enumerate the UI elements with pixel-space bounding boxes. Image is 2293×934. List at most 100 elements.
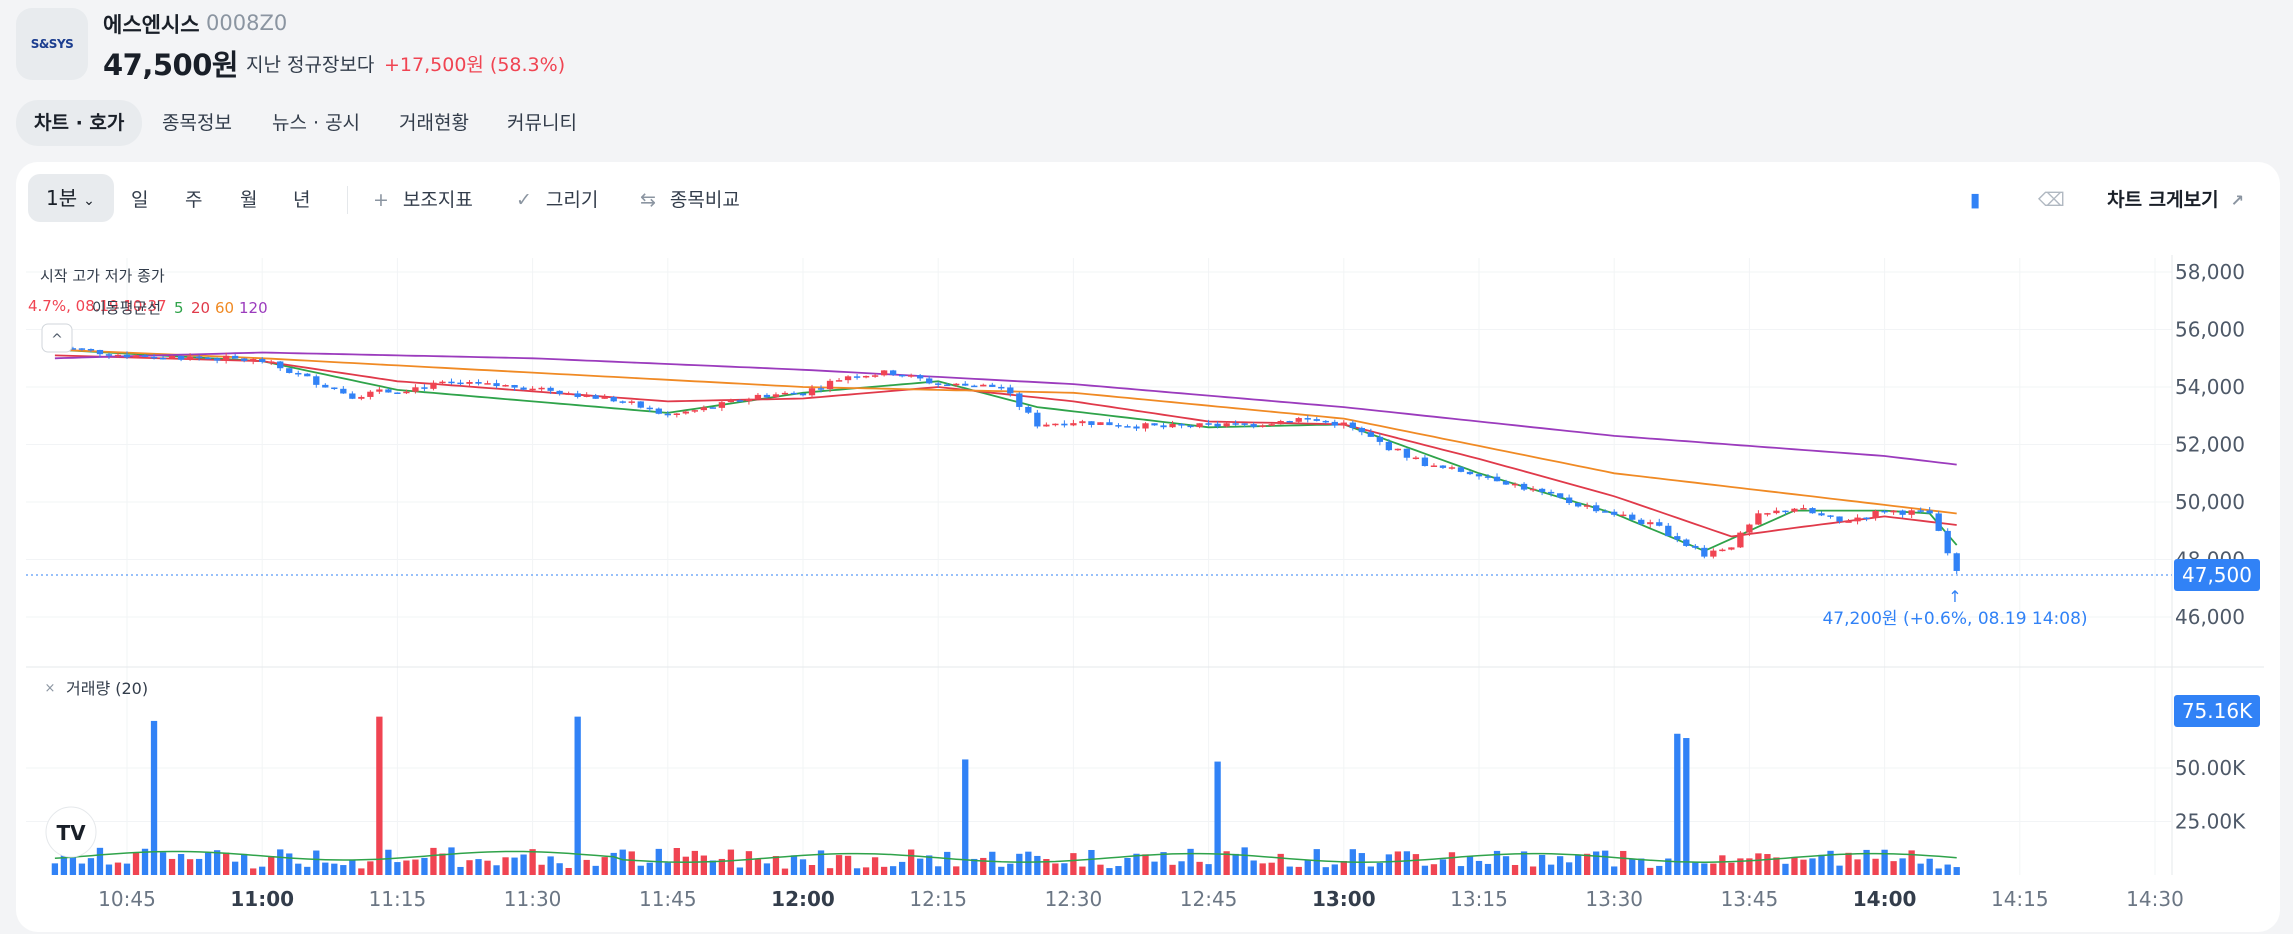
- candle-body: [1439, 465, 1447, 468]
- indicator-button[interactable]: + 보조지표: [373, 177, 473, 223]
- tab-community[interactable]: 커뮤니티: [507, 112, 577, 134]
- volume-bar: [457, 866, 464, 875]
- period-month[interactable]: 월: [240, 189, 258, 211]
- volume-bar: [1475, 860, 1483, 875]
- candle-body: [1106, 422, 1113, 426]
- volume-bar: [1340, 860, 1347, 875]
- volume-bar: [286, 853, 293, 875]
- period-year[interactable]: 년: [293, 189, 311, 211]
- volume-bar: [1854, 859, 1861, 875]
- tab-stock-info[interactable]: 종목정보: [162, 112, 232, 134]
- trash-icon[interactable]: ⌫: [2038, 189, 2065, 211]
- candle-body: [1800, 508, 1807, 510]
- volume-bar: [574, 716, 581, 875]
- tradingview-logo[interactable]: [45, 806, 97, 858]
- candle-style-icon[interactable]: ▮: [1970, 189, 1981, 211]
- candle-body: [349, 393, 356, 399]
- volume-bar: [709, 860, 717, 875]
- candle-body: [664, 413, 671, 416]
- volume-bar: [1529, 866, 1537, 875]
- volume-bar: [763, 863, 771, 875]
- candle-body: [727, 400, 735, 403]
- time-tick-label: 12:30: [1045, 887, 1103, 911]
- candle-body: [808, 388, 816, 396]
- close-icon[interactable]: ×: [45, 681, 56, 696]
- volume-bar: [520, 854, 527, 875]
- volume-bar: [1268, 862, 1275, 875]
- candle-body: [1475, 474, 1483, 477]
- candle-body: [1457, 467, 1465, 472]
- candle-body: [1953, 553, 1960, 571]
- candle-body: [1421, 457, 1429, 467]
- candle-body: [1809, 508, 1816, 514]
- tab-trading[interactable]: 거래현황: [399, 112, 469, 134]
- volume-bar: [1115, 866, 1122, 875]
- volume-bar: [349, 859, 356, 875]
- volume-bar: [232, 861, 239, 875]
- time-tick-label: 11:15: [369, 887, 427, 911]
- volume-bar: [1881, 849, 1888, 875]
- ma20-line: [54, 354, 1957, 538]
- time-tick-label: 11:45: [639, 887, 697, 911]
- candle-body: [871, 375, 879, 377]
- volume-bar: [889, 866, 897, 875]
- volume-bar: [1737, 858, 1744, 875]
- period-day[interactable]: 일: [131, 189, 149, 211]
- candle-body: [962, 383, 969, 386]
- candle-body: [619, 401, 626, 403]
- volume-bar: [844, 855, 852, 875]
- volume-bar: [250, 868, 257, 875]
- candle-body: [168, 355, 176, 359]
- chart-zoom-button[interactable]: 차트 크게보기 ↗: [2107, 177, 2244, 223]
- volume-bar: [1890, 861, 1897, 875]
- candle-body: [1665, 525, 1672, 537]
- candle-body: [1602, 511, 1609, 513]
- volume-bar: [601, 857, 608, 875]
- candle-body: [880, 370, 888, 376]
- candle-body: [971, 385, 978, 388]
- expand-icon: ↗: [2230, 191, 2244, 210]
- volume-bar: [1791, 857, 1798, 875]
- candle-body: [1304, 418, 1311, 420]
- candle-body: [367, 391, 374, 397]
- candle-body: [1187, 425, 1194, 428]
- volume-bar: [1358, 853, 1365, 875]
- candle-body: [123, 354, 131, 358]
- legend-ma5: 5: [174, 299, 184, 317]
- collapse-legend-button[interactable]: [41, 323, 73, 353]
- candle-body: [295, 372, 302, 375]
- draw-button[interactable]: ✓ 그리기: [516, 177, 598, 223]
- volume-bar: [1079, 866, 1086, 875]
- tab-news[interactable]: 뉴스 · 공시: [272, 112, 361, 134]
- tab-chart[interactable]: 차트 · 호가: [16, 100, 143, 146]
- interval-dropdown[interactable]: 1분 ⌄: [28, 174, 114, 222]
- volume-bar: [1232, 853, 1239, 875]
- candle-body: [565, 393, 572, 395]
- volume-bar: [150, 720, 158, 875]
- candle-body: [1845, 521, 1852, 523]
- candle-body: [1908, 510, 1915, 515]
- candle-body: [1944, 530, 1951, 554]
- volume-bar: [944, 851, 951, 875]
- candle-body: [475, 381, 482, 384]
- candle-body: [105, 354, 113, 356]
- volume-bar: [1710, 863, 1717, 875]
- candle-body: [466, 381, 473, 384]
- interval-label: 1분: [46, 186, 78, 210]
- candle-body: [195, 356, 203, 358]
- candle-body: [1241, 423, 1248, 425]
- candle-body: [889, 370, 897, 375]
- time-tick-label: 13:45: [1721, 887, 1779, 911]
- volume-bar: [1872, 858, 1879, 875]
- candle-body: [1746, 524, 1753, 533]
- compare-button[interactable]: ⇆ 종목비교: [640, 177, 740, 223]
- candle-body: [1340, 422, 1347, 426]
- volume-bar: [367, 861, 374, 875]
- volume-bar: [646, 862, 653, 875]
- volume-bar: [502, 857, 509, 875]
- candle-body: [222, 355, 230, 361]
- period-week[interactable]: 주: [185, 189, 203, 211]
- candle-body: [691, 410, 698, 412]
- volume-bar: [1674, 733, 1681, 875]
